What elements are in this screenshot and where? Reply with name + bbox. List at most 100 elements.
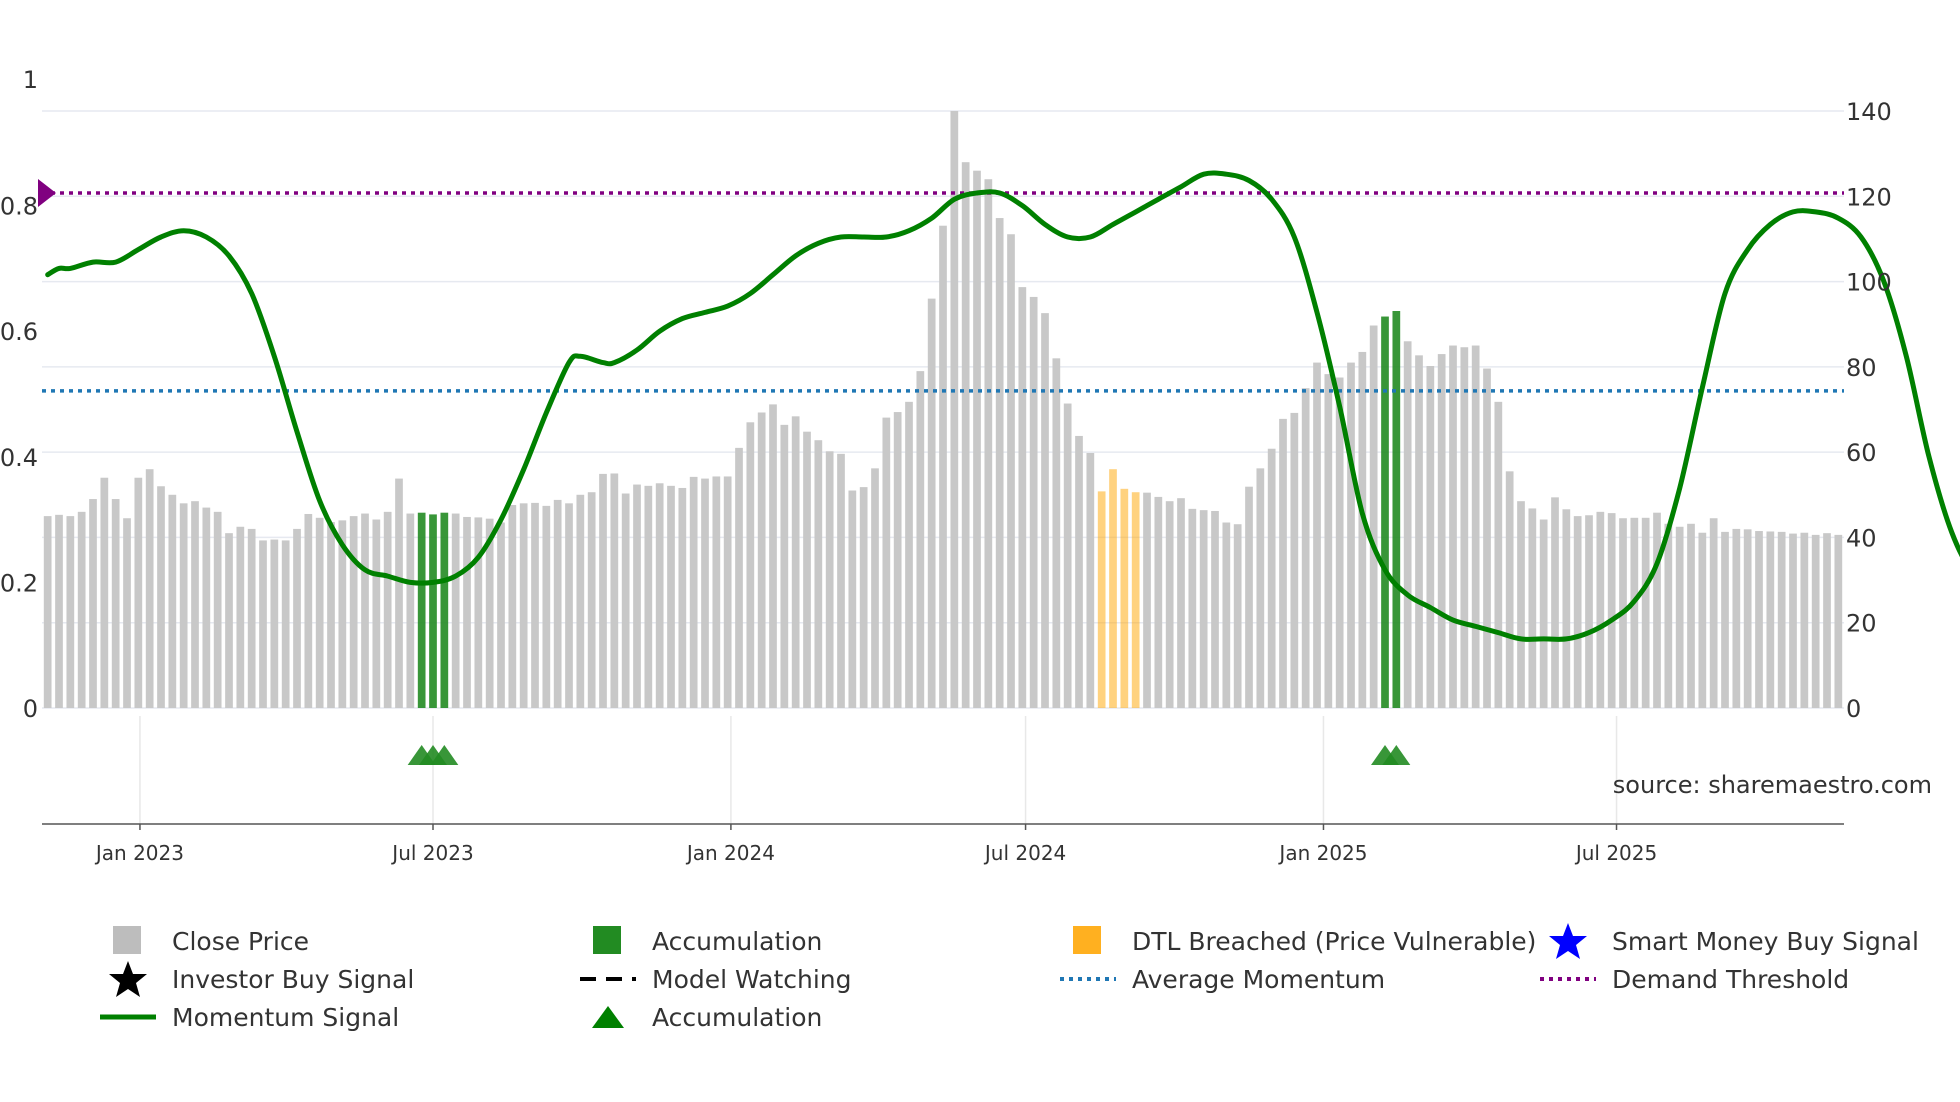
close-price-bar <box>1551 497 1559 708</box>
close-price-bar <box>1709 518 1718 708</box>
close-price-bar <box>485 518 494 708</box>
close-price-bar <box>1732 528 1741 708</box>
x-tick-label: Jul 2024 <box>983 841 1066 865</box>
close-price-bar <box>1687 523 1695 708</box>
close-price-bar <box>1279 418 1287 708</box>
close-price-bar <box>610 473 619 708</box>
close-price-bar <box>89 499 97 708</box>
close-price-bar <box>1007 234 1015 708</box>
accumulation-marker <box>1382 745 1411 765</box>
close-price-bar <box>395 478 403 708</box>
close-price-bar <box>1086 452 1095 708</box>
close-price-bar <box>1029 296 1038 708</box>
x-tick-label: Jul 2023 <box>390 841 473 865</box>
x-tick-label: Jan 2023 <box>94 841 184 865</box>
close-price-bar <box>825 451 834 708</box>
close-price-bar <box>995 218 1004 708</box>
accumulation-bar <box>1392 310 1401 708</box>
close-price-bar <box>599 473 607 708</box>
close-price-bar <box>1777 531 1786 708</box>
close-price-bar <box>1573 516 1582 708</box>
close-price-bar <box>1347 362 1355 708</box>
close-price-bar <box>1426 366 1435 708</box>
close-price-bar <box>769 404 777 708</box>
close-price-bar <box>1505 471 1514 708</box>
close-price-bar <box>803 431 811 708</box>
close-price-bar <box>1267 448 1276 708</box>
close-price-bar <box>644 485 653 708</box>
close-price-bar <box>202 507 211 708</box>
close-price-bar <box>1675 526 1684 708</box>
close-price-bar <box>1834 534 1843 708</box>
close-price-bar <box>383 511 392 708</box>
close-price-bar <box>1052 358 1061 708</box>
close-price-bar <box>281 540 290 708</box>
close-price-bar <box>701 478 709 708</box>
close-price-bar <box>293 528 301 708</box>
close-price-bar <box>508 505 517 708</box>
close-price-bar <box>1335 377 1344 708</box>
dtl-breached-bar <box>1131 492 1140 708</box>
close-price-bar <box>179 503 188 708</box>
right-tick-label: 120 <box>1846 183 1892 211</box>
right-tick-label: 40 <box>1846 524 1877 552</box>
right-tick-label: 80 <box>1846 354 1877 382</box>
close-price-bar <box>1743 529 1752 708</box>
close-price-bar <box>667 485 675 708</box>
close-price-bar <box>1211 510 1219 708</box>
close-price-bar <box>497 522 505 708</box>
close-price-bar <box>247 528 256 708</box>
close-price-bar <box>859 487 868 708</box>
close-price-bar <box>463 516 471 708</box>
close-price-bar <box>882 417 891 708</box>
close-price-bar <box>1369 325 1378 708</box>
right-tick-label: 100 <box>1846 269 1892 297</box>
source-label: source: sharemaestro.com <box>1613 771 1932 799</box>
close-price-bar <box>984 179 993 708</box>
close-price-bar <box>587 492 596 708</box>
close-price-bar <box>723 476 732 708</box>
close-price-bar <box>1188 508 1197 708</box>
close-price-bar <box>1641 517 1650 708</box>
left-tick-label: 0.6 <box>0 318 38 346</box>
close-price-bar <box>474 517 483 708</box>
close-price-bar <box>1755 531 1763 708</box>
close-price-bar <box>315 517 324 708</box>
close-price-bar <box>327 522 335 708</box>
close-price-bar <box>1415 355 1423 708</box>
close-price-bar <box>1165 501 1174 708</box>
close-price-bar <box>1653 512 1661 708</box>
close-price-bar <box>111 499 120 708</box>
close-price-bar <box>451 513 460 708</box>
accumulation-bar <box>429 514 437 708</box>
close-price-bar <box>927 298 936 708</box>
close-price-bar <box>157 486 165 708</box>
close-price-bar <box>1290 412 1299 708</box>
close-price-bar <box>259 540 267 708</box>
close-price-bar <box>1063 403 1072 708</box>
close-price-bar <box>338 520 347 708</box>
close-price-bar <box>406 513 415 708</box>
axes: Jan 2023 Jul 2023 Jan 2024 Jul 2024 Jan 2025… <box>0 66 1892 865</box>
close-price-bar <box>1585 515 1593 708</box>
close-price-bar <box>1823 533 1831 708</box>
close-price-bar <box>1233 524 1242 708</box>
close-price-bar <box>213 511 222 708</box>
close-price-bar <box>1358 351 1367 708</box>
close-price-bar <box>77 511 86 708</box>
close-price-bar <box>633 484 641 708</box>
x-tick-label: Jan 2024 <box>685 841 775 865</box>
close-price-bar <box>1154 496 1163 708</box>
close-price-bar <box>1494 401 1503 708</box>
close-price-bar <box>191 501 199 708</box>
close-price-bar <box>848 490 857 708</box>
close-price-bar <box>1245 486 1253 708</box>
demand-threshold-marker <box>38 179 56 208</box>
x-tick-label: Jan 2025 <box>1277 841 1367 865</box>
close-price-bar <box>1789 533 1797 708</box>
close-price-bar <box>576 494 585 708</box>
close-price-bar <box>1449 345 1457 708</box>
close-price-bar <box>1199 510 1208 708</box>
close-price-bar <box>939 225 947 708</box>
